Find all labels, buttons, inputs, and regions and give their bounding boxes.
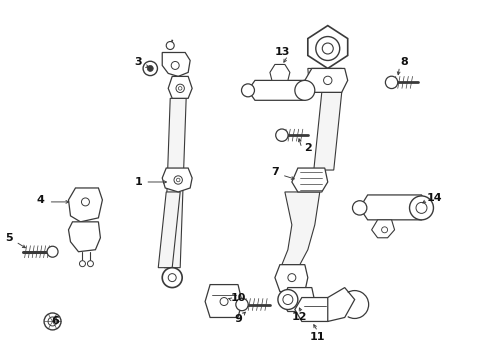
Polygon shape xyxy=(304,68,347,92)
Text: 7: 7 xyxy=(270,167,278,177)
Polygon shape xyxy=(204,285,242,318)
Circle shape xyxy=(385,76,397,89)
Polygon shape xyxy=(359,195,428,220)
Circle shape xyxy=(275,129,287,141)
Circle shape xyxy=(408,196,432,220)
Circle shape xyxy=(81,198,89,206)
Circle shape xyxy=(315,37,339,60)
Polygon shape xyxy=(247,80,309,100)
Polygon shape xyxy=(274,265,307,292)
Polygon shape xyxy=(68,188,102,222)
Polygon shape xyxy=(307,68,341,92)
Circle shape xyxy=(87,261,93,267)
Circle shape xyxy=(143,61,157,76)
Circle shape xyxy=(162,268,182,288)
Text: 5: 5 xyxy=(5,233,13,243)
Polygon shape xyxy=(281,288,314,311)
Circle shape xyxy=(322,43,332,54)
Circle shape xyxy=(147,66,153,71)
Polygon shape xyxy=(269,64,289,80)
Circle shape xyxy=(168,274,176,282)
Text: 6: 6 xyxy=(52,316,60,327)
Circle shape xyxy=(178,86,182,90)
Circle shape xyxy=(381,227,387,233)
Circle shape xyxy=(352,201,366,215)
Circle shape xyxy=(47,246,58,257)
Circle shape xyxy=(171,62,179,69)
Polygon shape xyxy=(164,98,186,268)
Polygon shape xyxy=(162,53,190,76)
Text: 12: 12 xyxy=(291,312,307,323)
Polygon shape xyxy=(327,288,354,321)
Text: 11: 11 xyxy=(309,332,325,342)
Polygon shape xyxy=(294,298,334,321)
Text: 14: 14 xyxy=(426,193,441,203)
Circle shape xyxy=(241,84,254,97)
Circle shape xyxy=(235,298,248,311)
Circle shape xyxy=(323,76,331,85)
Polygon shape xyxy=(68,222,100,252)
Circle shape xyxy=(283,294,292,305)
Text: 2: 2 xyxy=(304,143,311,153)
Text: 9: 9 xyxy=(234,314,242,324)
Polygon shape xyxy=(158,192,180,268)
Circle shape xyxy=(220,298,227,306)
Circle shape xyxy=(176,178,180,182)
Polygon shape xyxy=(281,192,319,265)
Polygon shape xyxy=(291,168,327,192)
Polygon shape xyxy=(313,92,341,170)
Polygon shape xyxy=(162,168,192,192)
Text: 10: 10 xyxy=(230,293,245,302)
Circle shape xyxy=(277,289,297,310)
Circle shape xyxy=(44,313,61,330)
Polygon shape xyxy=(307,26,347,68)
Circle shape xyxy=(176,84,184,93)
Circle shape xyxy=(294,80,314,100)
Text: 4: 4 xyxy=(37,195,44,205)
Polygon shape xyxy=(371,220,394,238)
Circle shape xyxy=(415,202,426,213)
Text: 8: 8 xyxy=(400,58,407,67)
Circle shape xyxy=(48,317,57,326)
Text: 13: 13 xyxy=(274,48,289,58)
Polygon shape xyxy=(168,76,192,98)
Text: 3: 3 xyxy=(134,58,142,67)
Circle shape xyxy=(80,261,85,267)
Text: 1: 1 xyxy=(134,177,142,187)
Circle shape xyxy=(174,176,182,184)
Circle shape xyxy=(287,274,295,282)
Circle shape xyxy=(166,41,174,50)
